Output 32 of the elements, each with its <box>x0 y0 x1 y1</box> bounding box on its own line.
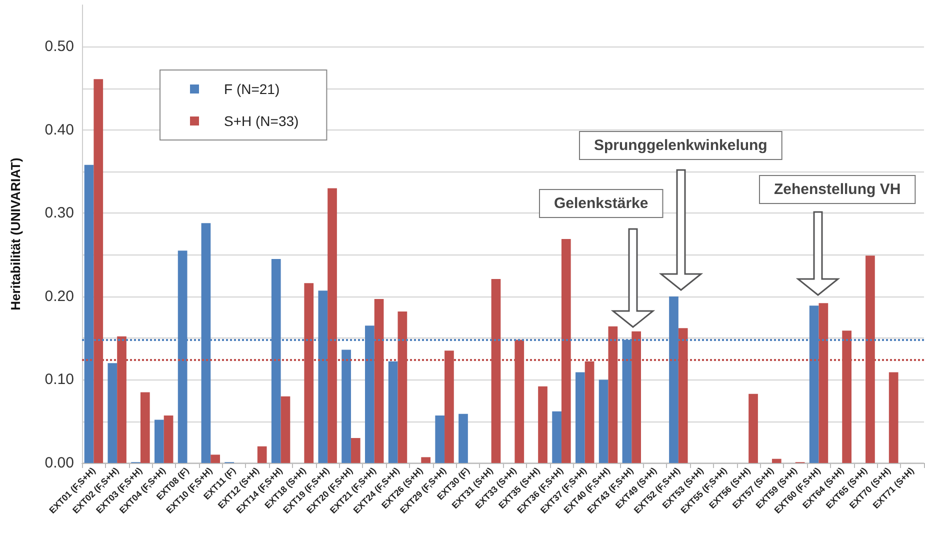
bar <box>458 414 468 463</box>
legend-label: F (N=21) <box>224 81 280 97</box>
y-tick-label: 0.30 <box>44 204 74 222</box>
bar <box>421 457 430 463</box>
y-tick-label: 0.10 <box>44 371 74 388</box>
bar <box>164 416 174 463</box>
y-tick-label: 0.50 <box>44 38 74 56</box>
annotation: Sprunggelenkwinkelung <box>594 137 768 154</box>
bar <box>388 361 398 463</box>
bar <box>888 372 898 463</box>
bar <box>350 438 360 463</box>
bar <box>435 416 445 463</box>
bar <box>140 392 150 463</box>
y-tick-label: 0.20 <box>44 288 74 305</box>
y-tick-label: 0.00 <box>44 454 74 472</box>
bar <box>210 454 220 463</box>
annotation: Zehenstellung VH <box>774 181 901 198</box>
annotation: Gelenkstärke <box>554 195 648 212</box>
bar <box>280 396 290 463</box>
bar <box>552 411 562 463</box>
bar <box>748 394 758 463</box>
bar <box>154 420 164 463</box>
y-axis-title: Heritabilität (UNIVARIAT) <box>8 158 23 310</box>
bar <box>342 350 351 463</box>
legend-label: S+H (N=33) <box>224 113 299 129</box>
y-tick-label: 0.40 <box>44 121 74 138</box>
bar <box>538 386 548 463</box>
bar <box>108 363 118 463</box>
bar <box>576 372 585 463</box>
bar <box>598 380 608 463</box>
bar <box>772 458 782 463</box>
bar <box>257 446 267 463</box>
